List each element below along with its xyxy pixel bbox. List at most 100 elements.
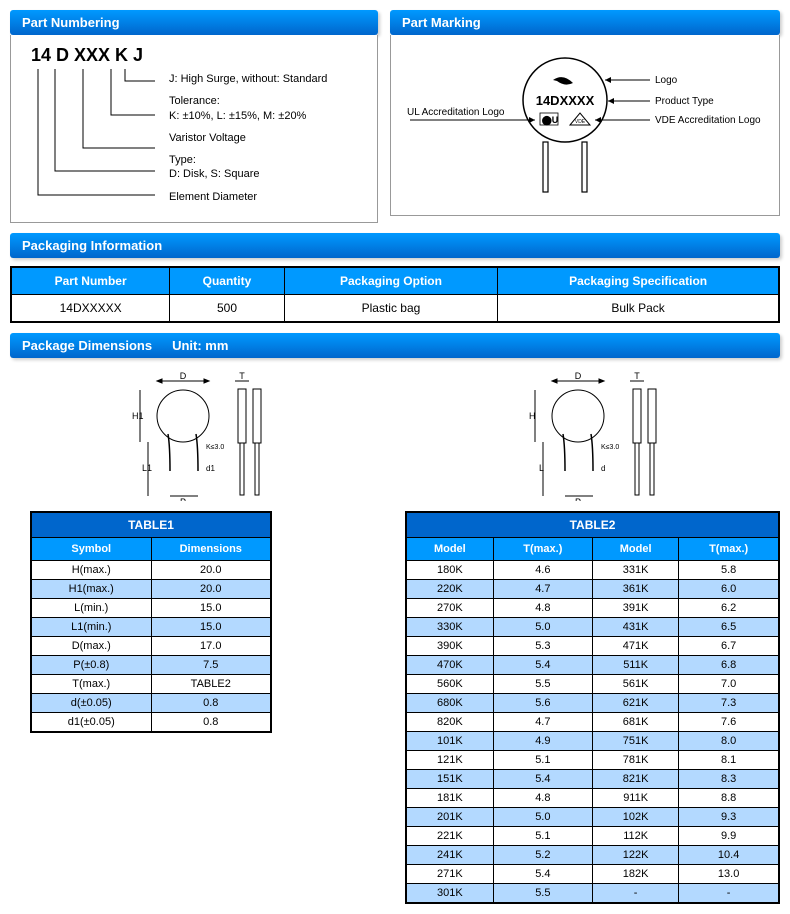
table-cell: 6.0 <box>679 580 779 599</box>
table-cell: 15.0 <box>151 599 271 618</box>
table-cell: 5.3 <box>493 637 592 656</box>
svg-text:T: T <box>239 371 245 381</box>
table-cell: 5.0 <box>493 618 592 637</box>
package-dims-header: Package DimensionsUnit: mm <box>10 333 780 358</box>
table-cell: 182K <box>592 865 678 884</box>
table-cell: - <box>592 884 678 904</box>
table-cell: 4.8 <box>493 789 592 808</box>
part-numbering-header: Part Numbering <box>10 10 378 35</box>
table-cell: 20.0 <box>151 580 271 599</box>
table-cell: 621K <box>592 694 678 713</box>
svg-text:L1: L1 <box>142 463 152 473</box>
table-cell: 20.0 <box>151 561 271 580</box>
table-cell: 911K <box>592 789 678 808</box>
part-marking-header: Part Marking <box>390 10 780 35</box>
table-cell: 681K <box>592 713 678 732</box>
table-cell: 6.5 <box>679 618 779 637</box>
table-cell: TABLE2 <box>151 675 271 694</box>
table-cell: 9.3 <box>679 808 779 827</box>
table-cell: 5.2 <box>493 846 592 865</box>
table-cell: 8.0 <box>679 732 779 751</box>
table-cell: 5.1 <box>493 827 592 846</box>
table-cell: 4.6 <box>493 561 592 580</box>
table-cell: 8.8 <box>679 789 779 808</box>
table-cell: 5.5 <box>493 884 592 904</box>
pkg-col-option: Packaging Option <box>284 267 497 295</box>
svg-text:D: D <box>574 371 581 381</box>
table-cell: 13.0 <box>679 865 779 884</box>
dimension-diagram-2: D H L P d K≤3.0 T <box>405 368 780 503</box>
table-cell: d(±0.05) <box>31 694 151 713</box>
table2: TABLE2ModelT(max.)ModelT(max.)180K4.6331… <box>405 511 780 904</box>
table-cell: 361K <box>592 580 678 599</box>
pkg-qty: 500 <box>170 295 284 323</box>
table-cell: 5.0 <box>493 808 592 827</box>
table-cell: 151K <box>406 770 493 789</box>
table-cell: 4.8 <box>493 599 592 618</box>
table-cell: 7.5 <box>151 656 271 675</box>
table-cell: 511K <box>592 656 678 675</box>
table-cell: 781K <box>592 751 678 770</box>
table-cell: 101K <box>406 732 493 751</box>
table-cell: 561K <box>592 675 678 694</box>
packaging-table: Part Number Quantity Packaging Option Pa… <box>10 266 780 323</box>
part-number-code: 14 D XXX K J <box>31 45 363 66</box>
table-cell: 390K <box>406 637 493 656</box>
svg-text:T: T <box>634 371 640 381</box>
table-cell: 270K <box>406 599 493 618</box>
table-cell: P(±0.8) <box>31 656 151 675</box>
table1: TABLE1SymbolDimensionsH(max.)20.0H1(max.… <box>30 511 272 733</box>
table-cell: 821K <box>592 770 678 789</box>
table-cell: 4.9 <box>493 732 592 751</box>
table-cell: 121K <box>406 751 493 770</box>
svg-text:P: P <box>574 497 580 501</box>
table-cell: 102K <box>592 808 678 827</box>
table-cell: 112K <box>592 827 678 846</box>
table-cell: 5.4 <box>493 865 592 884</box>
table-cell: 201K <box>406 808 493 827</box>
svg-text:⬤U: ⬤U <box>542 115 559 126</box>
pkg-col-partnum: Part Number <box>11 267 170 295</box>
packaging-info-header: Packaging Information <box>10 233 780 258</box>
table-cell: T(max.) <box>31 675 151 694</box>
table-cell: 0.8 <box>151 713 271 733</box>
table-cell: 470K <box>406 656 493 675</box>
table-cell: 5.5 <box>493 675 592 694</box>
table-cell: 391K <box>592 599 678 618</box>
table-cell: 301K <box>406 884 493 904</box>
svg-text:14DXXXX: 14DXXXX <box>536 93 595 108</box>
table-cell: 181K <box>406 789 493 808</box>
table-cell: 5.4 <box>493 656 592 675</box>
table-cell: 4.7 <box>493 713 592 732</box>
table-cell: 5.4 <box>493 770 592 789</box>
table-cell: 17.0 <box>151 637 271 656</box>
svg-text:d: d <box>601 464 605 473</box>
svg-text:d1: d1 <box>206 464 215 473</box>
desc-j: J: High Surge, without: Standard <box>31 72 363 86</box>
table-cell: 10.4 <box>679 846 779 865</box>
table-cell: 471K <box>592 637 678 656</box>
table-cell: 15.0 <box>151 618 271 637</box>
table-cell: L(min.) <box>31 599 151 618</box>
table-cell: 8.1 <box>679 751 779 770</box>
table-cell: 6.7 <box>679 637 779 656</box>
svg-text:VDE Accreditation Logo: VDE Accreditation Logo <box>655 115 761 126</box>
table-cell: 4.7 <box>493 580 592 599</box>
dimension-diagram-1: D H1 L1 P d1 K≤3.0 T <box>10 368 385 503</box>
part-numbering-panel: Part Numbering 14 D XXX K J J: High Surg… <box>10 10 378 223</box>
pkg-partnum: 14DXXXXX <box>11 295 170 323</box>
table-cell: 221K <box>406 827 493 846</box>
svg-text:Logo: Logo <box>655 75 678 86</box>
svg-text:Product Type: Product Type <box>655 96 714 107</box>
table-cell: 680K <box>406 694 493 713</box>
table-cell: 0.8 <box>151 694 271 713</box>
table-cell: 820K <box>406 713 493 732</box>
svg-text:K≤3.0: K≤3.0 <box>601 444 619 451</box>
table-cell: 6.8 <box>679 656 779 675</box>
desc-tolerance: Tolerance:K: ±10%, L: ±15%, M: ±20% <box>31 94 363 123</box>
table-cell: 7.6 <box>679 713 779 732</box>
table-cell: 330K <box>406 618 493 637</box>
desc-voltage: Varistor Voltage <box>31 131 363 145</box>
svg-text:VDE: VDE <box>575 119 586 125</box>
table-cell: D(max.) <box>31 637 151 656</box>
